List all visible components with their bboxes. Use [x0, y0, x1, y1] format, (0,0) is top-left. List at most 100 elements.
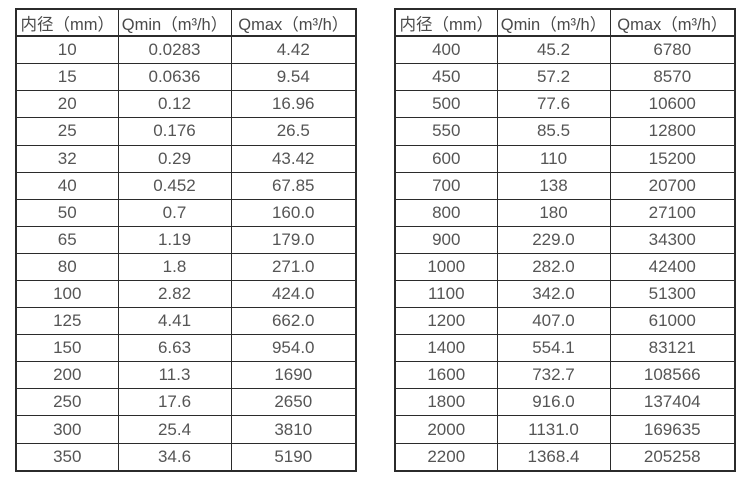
table-cell: 407.0: [496, 307, 611, 336]
table-cell: 271.0: [230, 252, 357, 282]
column-header: Qmin（m³/h）: [117, 8, 232, 37]
table-cell: 65: [15, 225, 119, 254]
table-row: 550 85.5 12800: [394, 117, 736, 146]
table-cell: 15: [15, 63, 119, 92]
table-cell: 0.0636: [117, 63, 232, 92]
flow-spec-table-small-diameters: 内径（mm） Qmin（m³/h） Qmax（m³/h） 10 0.0283 4.42 1…: [15, 8, 357, 472]
table-row: 25 0.176 26.5: [15, 117, 357, 146]
table-row: 900 229.0 34300: [394, 225, 736, 254]
table-cell: 450: [394, 63, 498, 92]
table-cell: 250: [15, 388, 119, 417]
table-row: 250 17.6 2650: [15, 388, 357, 417]
table-cell: 1.19: [117, 225, 232, 254]
table-cell: 0.12: [117, 90, 232, 119]
table-cell: 138: [496, 171, 611, 200]
table-cell: 916.0: [496, 388, 611, 417]
table-cell: 954.0: [230, 334, 357, 363]
table-cell: 10600: [609, 90, 736, 119]
table-row: 1000 282.0 42400: [394, 252, 736, 282]
table-row: 150 6.63 954.0: [15, 334, 357, 363]
table-row: 1800 916.0 137404: [394, 388, 736, 417]
table-cell: 1368.4: [496, 442, 611, 472]
table-cell: 77.6: [496, 90, 611, 119]
table-cell: 12800: [609, 117, 736, 146]
table-row: 600 110 15200: [394, 144, 736, 173]
table-cell: 34300: [609, 225, 736, 254]
table-cell: 26.5: [230, 117, 357, 146]
table-cell: 42400: [609, 252, 736, 282]
column-header: Qmin（m³/h）: [496, 8, 611, 37]
table-cell: 25: [15, 117, 119, 146]
table-cell: 700: [394, 171, 498, 200]
table-cell: 1000: [394, 252, 498, 282]
table-row: 40 0.452 67.85: [15, 171, 357, 200]
header-row: 内径（mm） Qmin（m³/h） Qmax（m³/h）: [15, 8, 357, 37]
table-cell: 137404: [609, 388, 736, 417]
table-cell: 25.4: [117, 415, 232, 444]
table-row: 1400 554.1 83121: [394, 334, 736, 363]
table-cell: 1800: [394, 388, 498, 417]
table-row: 450 57.2 8570: [394, 63, 736, 92]
table-cell: 1600: [394, 361, 498, 390]
table-cell: 1690: [230, 361, 357, 390]
table-cell: 80: [15, 252, 119, 282]
table-cell: 27100: [609, 198, 736, 227]
table-cell: 16.96: [230, 90, 357, 119]
table-cell: 180: [496, 198, 611, 227]
table-cell: 1100: [394, 279, 498, 309]
table-header: 内径（mm） Qmin（m³/h） Qmax（m³/h）: [15, 8, 357, 37]
table-row: 200 11.3 1690: [15, 361, 357, 390]
column-header: Qmax（m³/h）: [609, 8, 736, 37]
table-cell: 9.54: [230, 63, 357, 92]
table-row: 32 0.29 43.42: [15, 144, 357, 173]
table-cell: 900: [394, 225, 498, 254]
table-cell: 4.42: [230, 35, 357, 65]
column-header: 内径（mm）: [394, 8, 498, 37]
table-row: 1600 732.7 108566: [394, 361, 736, 390]
table-cell: 150: [15, 334, 119, 363]
table-cell: 43.42: [230, 144, 357, 173]
table-row: 300 25.4 3810: [15, 415, 357, 444]
table-cell: 205258: [609, 442, 736, 472]
table-cell: 1131.0: [496, 415, 611, 444]
table-cell: 350: [15, 442, 119, 472]
table-row: 1200 407.0 61000: [394, 307, 736, 336]
column-header: 内径（mm）: [15, 8, 119, 37]
table-row: 10 0.0283 4.42: [15, 35, 357, 65]
table-cell: 1.8: [117, 252, 232, 282]
table-cell: 300: [15, 415, 119, 444]
table-row: 125 4.41 662.0: [15, 307, 357, 336]
table-cell: 169635: [609, 415, 736, 444]
table-cell: 50: [15, 198, 119, 227]
table-cell: 662.0: [230, 307, 357, 336]
table-cell: 800: [394, 198, 498, 227]
table-cell: 85.5: [496, 117, 611, 146]
table-cell: 20: [15, 90, 119, 119]
table-cell: 5190: [230, 442, 357, 472]
table-cell: 2650: [230, 388, 357, 417]
table-cell: 550: [394, 117, 498, 146]
table-cell: 4.41: [117, 307, 232, 336]
table-row: 65 1.19 179.0: [15, 225, 357, 254]
table-cell: 2200: [394, 442, 498, 472]
table-cell: 15200: [609, 144, 736, 173]
table-cell: 179.0: [230, 225, 357, 254]
table-cell: 554.1: [496, 334, 611, 363]
table-cell: 34.6: [117, 442, 232, 472]
table-cell: 6.63: [117, 334, 232, 363]
table-cell: 0.176: [117, 117, 232, 146]
table-cell: 342.0: [496, 279, 611, 309]
table-row: 500 77.6 10600: [394, 90, 736, 119]
table-row: 700 138 20700: [394, 171, 736, 200]
table-cell: 3810: [230, 415, 357, 444]
table-row: 100 2.82 424.0: [15, 279, 357, 309]
table-cell: 0.7: [117, 198, 232, 227]
table-header: 内径（mm） Qmin（m³/h） Qmax（m³/h）: [394, 8, 736, 37]
table-cell: 40: [15, 171, 119, 200]
table-row: 800 180 27100: [394, 198, 736, 227]
table-cell: 0.452: [117, 171, 232, 200]
table-cell: 732.7: [496, 361, 611, 390]
table-cell: 200: [15, 361, 119, 390]
table-row: 400 45.2 6780: [394, 35, 736, 65]
table-cell: 83121: [609, 334, 736, 363]
